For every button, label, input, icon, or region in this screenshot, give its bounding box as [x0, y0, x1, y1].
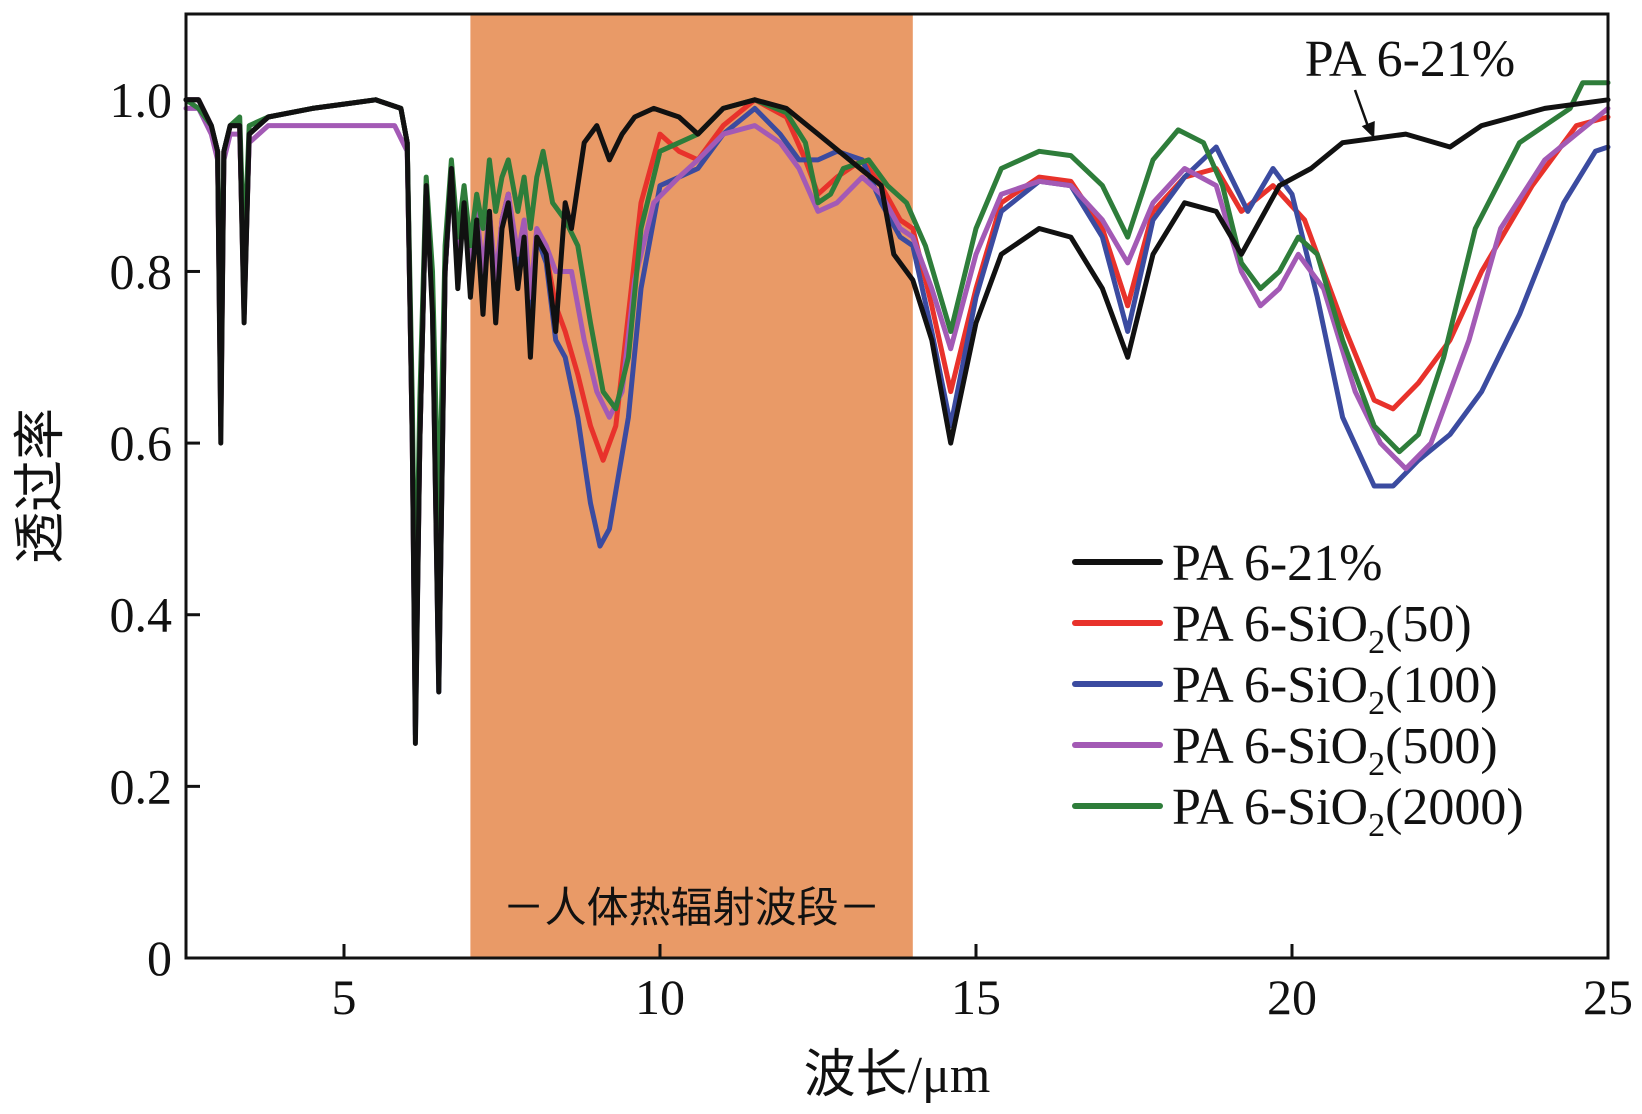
y-tick-label: 0: [147, 930, 172, 986]
x-tick-label: 15: [951, 969, 1001, 1025]
axis-ticks: 5 10 15 20 25 0 0.2 0.4 0.6 0.8 1.0: [110, 72, 1634, 1025]
legend-label-0: PA 6-21%: [1172, 535, 1382, 592]
plot-frame: [184, 12, 1610, 960]
legend-label-3: PA 6-SiO2(500): [1172, 718, 1498, 783]
x-tick-label: 20: [1267, 969, 1317, 1025]
y-tick-label: 0.4: [110, 587, 173, 643]
y-tick-label: 0.6: [110, 415, 173, 471]
legend-label-1: PA 6-SiO2(50): [1172, 596, 1472, 661]
series-line-0: [183, 97, 1611, 746]
y-axis-title: 透过率: [13, 408, 70, 564]
x-tick-label: 10: [635, 969, 685, 1025]
series-line-3: [183, 105, 1611, 695]
annotation: PA 6-21%: [1305, 31, 1515, 139]
series-lines: [183, 80, 1611, 746]
y-tick-label: 1.0: [110, 72, 173, 128]
x-axis-title: 波长/μm: [804, 1047, 991, 1104]
y-tick-label: 0.2: [110, 758, 173, 814]
y-tick-label: 0.8: [110, 243, 173, 299]
annotation-arrow-head: [1361, 120, 1375, 139]
annotation-text: PA 6-21%: [1305, 31, 1515, 88]
band-label: －人体热辐射波段－: [503, 886, 881, 932]
x-tick-label: 25: [1583, 969, 1633, 1025]
legend-label-2: PA 6-SiO2(100): [1172, 657, 1498, 722]
x-tick-label: 5: [332, 969, 357, 1025]
legend-label-4: PA 6-SiO2(2000): [1172, 779, 1524, 844]
legend: PA 6-21%PA 6-SiO2(50)PA 6-SiO2(100)PA 6-…: [1072, 535, 1524, 844]
